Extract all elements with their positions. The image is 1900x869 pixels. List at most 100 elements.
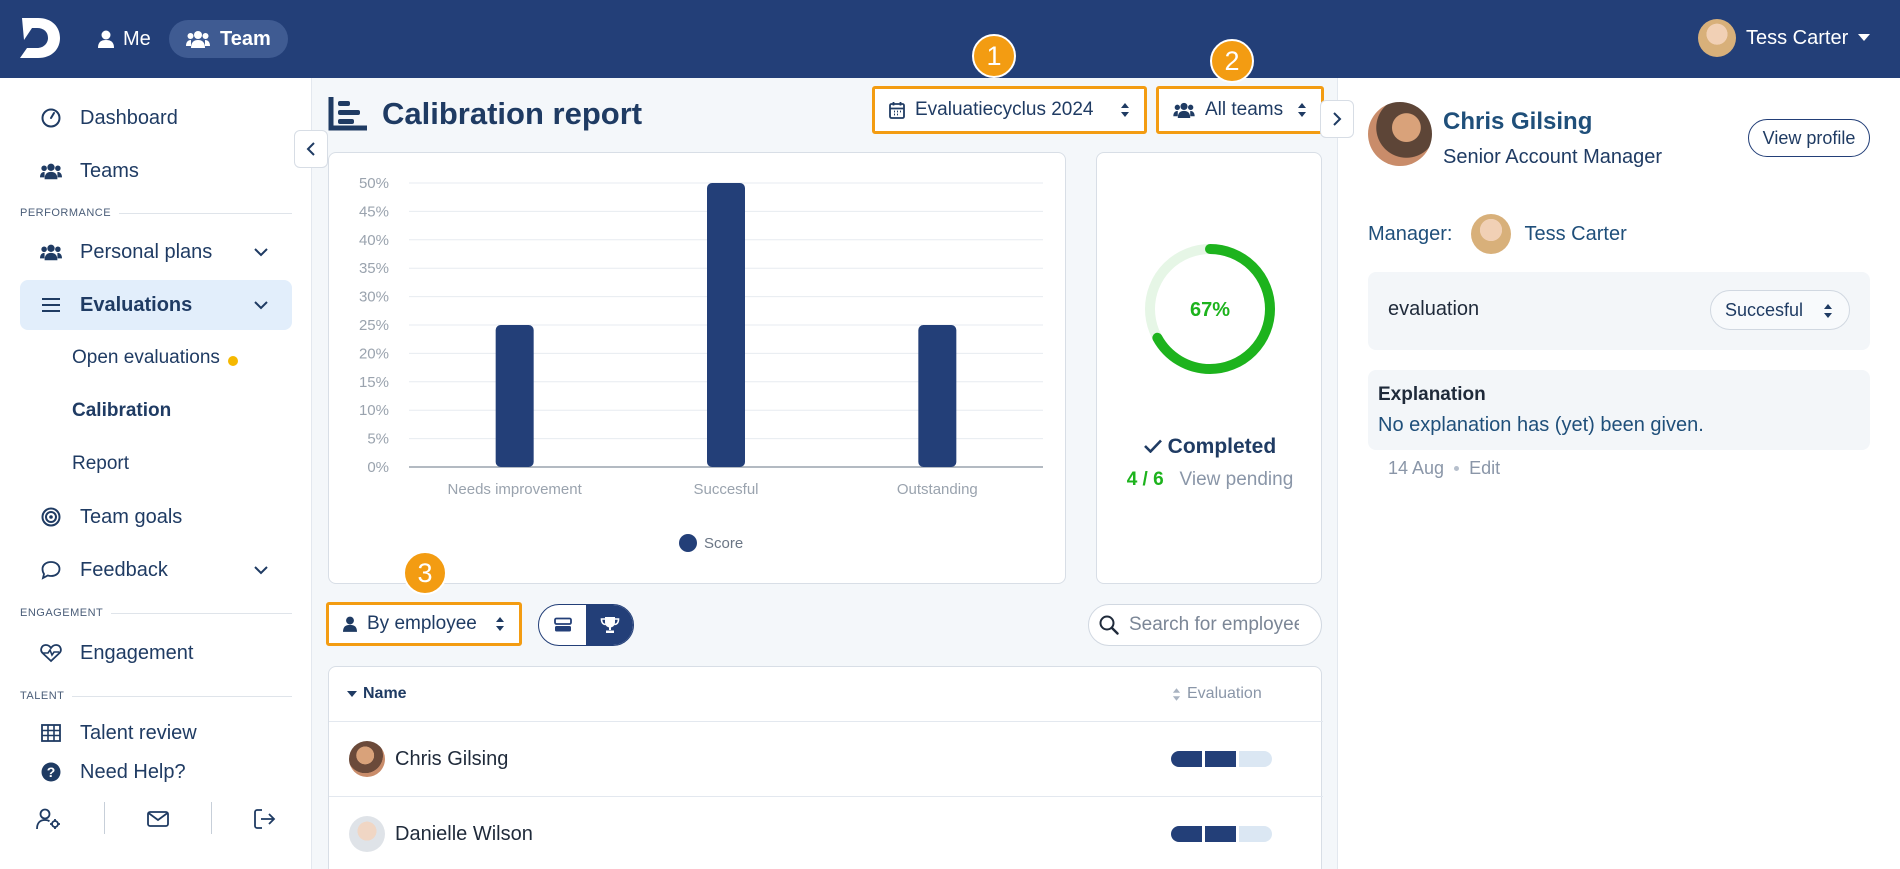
users-icon: [1173, 102, 1195, 118]
nav-me[interactable]: Me: [92, 22, 157, 56]
avatar: [349, 816, 385, 852]
nav-team[interactable]: Team: [169, 20, 288, 58]
table-row[interactable]: Chris Gilsing: [329, 722, 1323, 797]
explanation-date: 14 Aug: [1388, 458, 1445, 478]
messages-button[interactable]: [143, 804, 173, 834]
sidebar: Dashboard Teams PERFORMANCE Personal pla…: [0, 78, 312, 869]
list-view-button[interactable]: [539, 605, 586, 645]
heart-pulse-icon: [40, 644, 62, 663]
sidebar-subitem-calibration[interactable]: Calibration: [72, 400, 172, 421]
user-gear-icon: [36, 808, 60, 830]
calendar-icon: [889, 102, 905, 119]
table-row[interactable]: Danielle Wilson: [329, 797, 1323, 869]
profile-role: Senior Account Manager: [1443, 146, 1663, 168]
sidebar-item-personal-plans[interactable]: Personal plans: [20, 227, 292, 277]
completed-label: Completed: [1097, 435, 1323, 459]
legend-swatch: [679, 534, 697, 552]
cycle-select[interactable]: Evaluatiecyclus 2024: [872, 86, 1147, 134]
sidebar-item-label: Evaluations: [80, 293, 193, 316]
divider: [211, 802, 212, 834]
sidebar-item-evaluations[interactable]: Evaluations: [20, 280, 292, 330]
y-tick-label: 35%: [359, 260, 389, 277]
x-tick-label: Needs improvement: [448, 481, 583, 498]
users-icon: [40, 244, 62, 261]
caret-down-icon: [347, 690, 357, 697]
list-view-icon: [553, 617, 572, 632]
chevron-down-icon[interactable]: [252, 243, 270, 261]
evaluation-select[interactable]: Succesful: [1710, 290, 1850, 330]
chevron-right-icon: [1333, 112, 1342, 126]
sidebar-item-need-help[interactable]: ? Need Help?: [20, 751, 292, 793]
y-tick-label: 25%: [359, 317, 389, 334]
user-settings-button[interactable]: [34, 804, 64, 834]
sidebar-item-teams[interactable]: Teams: [20, 146, 292, 196]
chevron-left-icon: [306, 142, 315, 156]
employee-name: Danielle Wilson: [395, 822, 533, 845]
separator-dot: [1454, 466, 1460, 471]
section-label-engagement: ENGAGEMENT: [20, 607, 292, 619]
group-by-select[interactable]: By employee: [326, 602, 522, 646]
y-tick-label: 0%: [367, 459, 389, 476]
chevron-down-icon[interactable]: [252, 561, 270, 579]
evaluation-box: evaluation Succesful: [1368, 272, 1870, 350]
teams-select[interactable]: All teams: [1156, 86, 1324, 134]
expand-panel-button[interactable]: [1320, 100, 1354, 138]
sidebar-item-label: Team goals: [80, 505, 183, 528]
sidebar-item-dashboard[interactable]: Dashboard: [20, 93, 292, 143]
y-tick-label: 20%: [359, 345, 389, 362]
sidebar-item-label: Dashboard: [80, 106, 178, 129]
step-badge-3: 3: [403, 551, 447, 595]
nav-me-label: Me: [123, 27, 151, 50]
view-pending-link[interactable]: View pending: [1179, 469, 1294, 490]
collapse-sidebar-button[interactable]: [294, 130, 328, 168]
avatar: [349, 741, 385, 777]
sidebar-subitem-report[interactable]: Report: [72, 453, 130, 474]
edit-link[interactable]: Edit: [1469, 458, 1501, 478]
notification-dot: [227, 356, 238, 366]
sidebar-item-engagement[interactable]: Engagement: [20, 628, 292, 678]
sidebar-item-label: Feedback: [80, 558, 168, 581]
search-box: [1088, 604, 1322, 646]
avatar: [1470, 214, 1511, 254]
sidebar-item-talent-review[interactable]: Talent review: [20, 712, 292, 754]
app-logo[interactable]: [18, 16, 62, 60]
sidebar-item-feedback[interactable]: Feedback: [20, 545, 292, 595]
y-tick-label: 10%: [359, 402, 389, 419]
sort-arrows-icon: [496, 617, 504, 631]
sidebar-subitem-open-evaluations[interactable]: Open evaluations: [72, 338, 238, 378]
user-menu[interactable]: Tess Carter: [1698, 14, 1871, 62]
sort-by-evaluation-header[interactable]: Evaluation: [1172, 685, 1262, 703]
ranking-view-button[interactable]: [586, 605, 633, 645]
completed-count: 4 / 6 View pending: [1126, 469, 1294, 490]
chevron-down-icon[interactable]: [252, 296, 270, 314]
employee-name: Chris Gilsing: [395, 747, 509, 770]
page-header: Calibration report: [328, 92, 642, 136]
bar: [707, 183, 745, 467]
view-profile-button[interactable]: View profile: [1748, 119, 1870, 157]
y-tick-label: 45%: [359, 203, 389, 220]
evaluation-bar: [1171, 826, 1272, 842]
sort-by-name-header[interactable]: Name: [347, 685, 407, 703]
manager-row: Manager: Tess Carter: [1368, 212, 1627, 256]
check-icon: [1143, 439, 1162, 454]
logout-button[interactable]: [250, 804, 280, 834]
chart-icon: [328, 97, 367, 131]
search-input[interactable]: [1129, 614, 1299, 636]
manager-name[interactable]: Tess Carter: [1524, 222, 1627, 245]
explanation-title: Explanation: [1378, 384, 1486, 405]
step-badge-1: 1: [972, 34, 1016, 78]
top-bar: Me Team Tess Carter: [0, 0, 1900, 78]
nav-team-label: Team: [220, 27, 271, 50]
profile-name: Chris Gilsing: [1443, 108, 1593, 135]
group-by-value: By employee: [367, 613, 477, 634]
list-icon: [42, 298, 60, 312]
manager-label: Manager:: [1368, 222, 1453, 245]
svg-text:?: ?: [47, 764, 56, 780]
sort-arrows-icon: [1824, 304, 1832, 318]
users-icon: [186, 31, 210, 48]
explanation-text: No explanation has (yet) been given.: [1378, 414, 1704, 436]
sidebar-item-label: Personal plans: [80, 240, 213, 263]
sidebar-item-team-goals[interactable]: Team goals: [20, 492, 292, 542]
completion-card: 67% Completed 4 / 6 View pending: [1096, 152, 1322, 584]
x-tick-label: Outstanding: [897, 481, 978, 498]
